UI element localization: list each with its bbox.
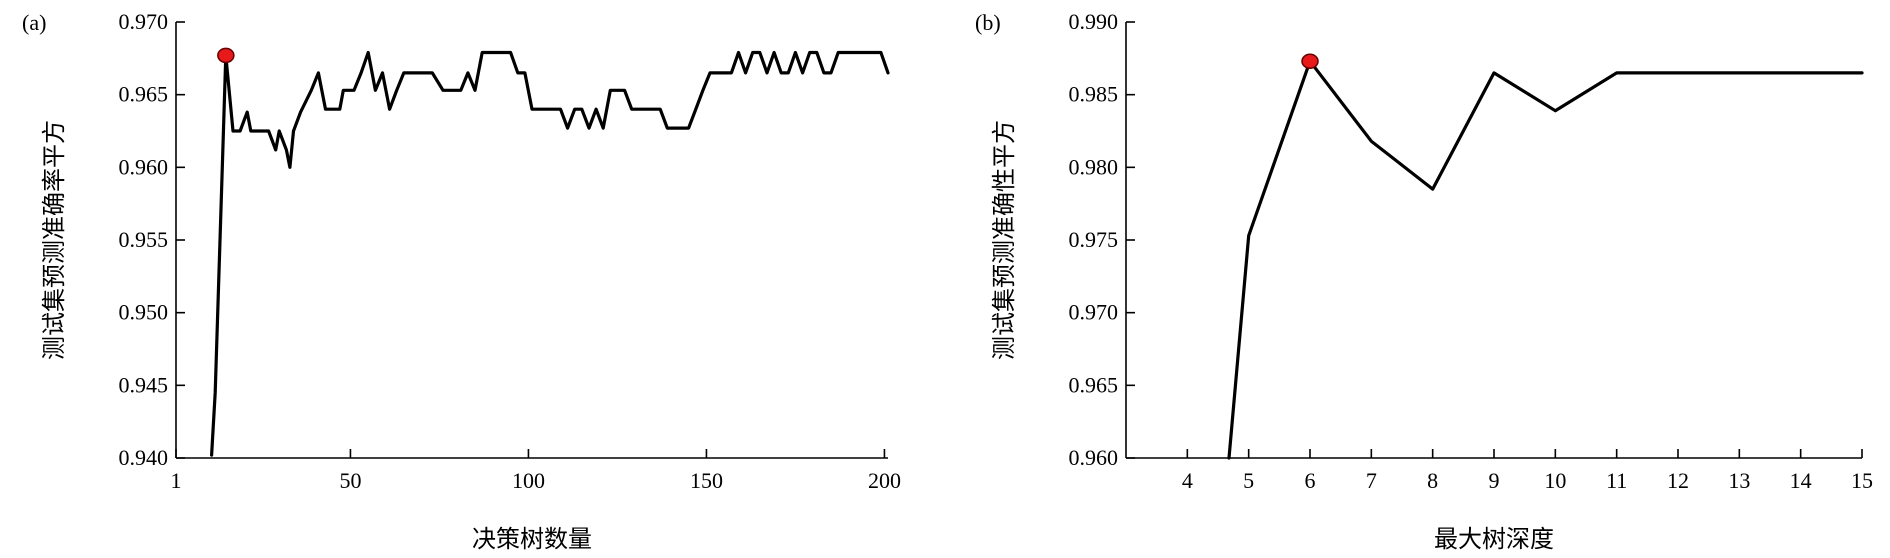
y-axis-title: 测试集预测准确性平方 — [991, 120, 1018, 360]
x-tick-label: 9 — [1489, 468, 1500, 493]
y-tick-label: 0.945 — [119, 372, 169, 397]
y-tick-label: 0.940 — [119, 445, 169, 470]
x-tick-label: 8 — [1427, 468, 1438, 493]
y-axis-title: 测试集预测准确率平方 — [41, 120, 68, 360]
y-tick-label: 0.955 — [119, 227, 169, 252]
panel-label: (b) — [975, 10, 1001, 35]
x-tick-label: 100 — [512, 468, 545, 493]
y-tick-label: 0.970 — [119, 9, 169, 34]
x-tick-label: 6 — [1305, 468, 1316, 493]
y-tick-label: 0.965 — [1069, 372, 1119, 397]
x-tick-label: 1 — [171, 468, 182, 493]
series-line — [210, 50, 890, 457]
y-tick-label: 0.985 — [1069, 82, 1119, 107]
x-tick-label: 200 — [868, 468, 901, 493]
max-point-marker — [217, 47, 235, 64]
x-tick-label: 11 — [1606, 468, 1627, 493]
x-tick-label: 13 — [1728, 468, 1750, 493]
x-tick-label: 10 — [1544, 468, 1566, 493]
y-tick-label: 0.975 — [1069, 227, 1119, 252]
y-tick-label: 0.960 — [119, 154, 169, 179]
series-line — [1227, 59, 1864, 460]
max-point-marker — [1301, 53, 1319, 69]
x-tick-label: 7 — [1366, 468, 1377, 493]
x-tick-label: 4 — [1182, 468, 1193, 493]
x-tick-label: 50 — [339, 468, 361, 493]
x-tick-label: 150 — [690, 468, 723, 493]
panel-label: (a) — [22, 10, 46, 35]
y-tick-label: 0.960 — [1069, 445, 1119, 470]
y-tick-label: 0.980 — [1069, 154, 1119, 179]
y-tick-label: 0.965 — [119, 82, 169, 107]
x-tick-label: 15 — [1851, 468, 1873, 493]
x-axis-title: 最大树深度 — [1434, 526, 1554, 553]
y-tick-label: 0.950 — [119, 300, 169, 325]
x-tick-label: 5 — [1243, 468, 1254, 493]
y-tick-label: 0.970 — [1069, 300, 1119, 325]
y-tick-label: 0.990 — [1069, 9, 1119, 34]
x-tick-label: 12 — [1667, 468, 1689, 493]
x-tick-label: 14 — [1790, 468, 1812, 493]
panel-b-chart: 0.960 0.965 0.970 0.975 0.980 0.985 0.990 4 5 6 7 8… — [975, 9, 1873, 553]
x-axis-title: 决策树数量 — [472, 526, 592, 553]
